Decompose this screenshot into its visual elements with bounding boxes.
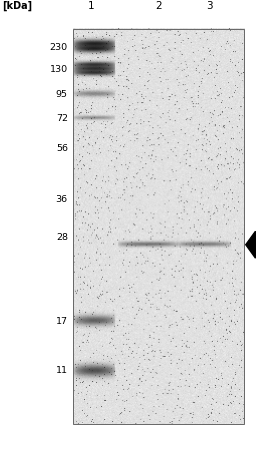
Text: 130: 130 (50, 65, 68, 74)
Text: 1: 1 (88, 1, 94, 11)
Text: 28: 28 (56, 233, 68, 242)
Text: 36: 36 (56, 195, 68, 204)
Text: 230: 230 (50, 43, 68, 52)
Text: [kDa]: [kDa] (3, 1, 33, 11)
Text: 56: 56 (56, 144, 68, 153)
Text: 11: 11 (56, 366, 68, 375)
Text: 2: 2 (155, 1, 162, 11)
Text: 17: 17 (56, 317, 68, 326)
Bar (73, 29, 244, 424)
Text: 3: 3 (207, 1, 213, 11)
Polygon shape (246, 231, 255, 258)
Text: 95: 95 (56, 90, 68, 99)
Text: 72: 72 (56, 114, 68, 123)
